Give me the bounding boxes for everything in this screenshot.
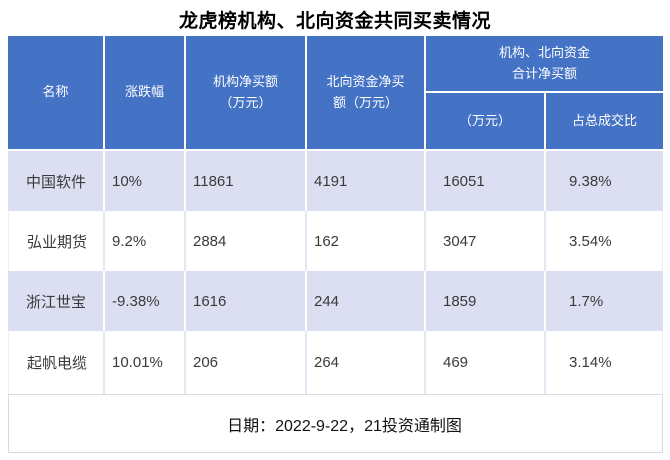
table-header: 名称 涨跌幅 机构净买额 （万元） 北向资金净买 额（万元） 机构、北向资金 合… [8, 36, 664, 151]
cell-combined-ratio: 1.7% [546, 271, 664, 331]
column-header-inst-line2: （万元） [219, 94, 272, 110]
column-header-change: 涨跌幅 [105, 36, 186, 151]
cell-change-pct: 10% [105, 151, 186, 211]
column-header-combined-ratio: 占总成交比 [546, 93, 664, 151]
cell-combined-ratio: 3.54% [546, 211, 664, 271]
column-header-name: 名称 [8, 36, 105, 151]
column-header-inst-net-buy: 机构净买额 （万元） [186, 36, 307, 151]
cell-inst-net-buy: 2884 [186, 211, 307, 271]
column-header-combined-amount: （万元） [426, 93, 546, 151]
cell-north-net-buy: 264 [307, 331, 426, 394]
cell-stock-name: 起帆电缆 [8, 331, 105, 394]
cell-combined-amount: 16051 [426, 151, 546, 211]
cell-change-pct: 10.01% [105, 331, 186, 394]
column-header-inst-line1: 机构净买额 [212, 73, 278, 89]
data-table: 名称 涨跌幅 机构净买额 （万元） 北向资金净买 额（万元） 机构、北向资金 合… [8, 36, 664, 453]
chart-title: 龙虎榜机构、北向资金共同买卖情况 [178, 11, 491, 32]
footer-note: 日期：2022-9-22，21投资通制图 [8, 394, 664, 453]
table-row: 弘业期货 9.2% 2884 162 3047 3.54% [8, 211, 664, 271]
header-row-sub: （万元） 占总成交比 [8, 93, 664, 151]
cell-north-net-buy: 162 [307, 211, 426, 271]
cell-inst-net-buy: 11861 [186, 151, 307, 211]
cell-combined-amount: 469 [426, 331, 546, 394]
table-row: 起帆电缆 10.01% 206 264 469 3.14% [8, 331, 664, 394]
cell-stock-name: 中国软件 [8, 151, 105, 211]
cell-inst-net-buy: 206 [186, 331, 307, 394]
table-row: 中国软件 10% 11861 4191 16051 9.38% [8, 151, 664, 211]
column-header-north-line2: 额（万元） [332, 94, 398, 110]
cell-inst-net-buy: 1616 [186, 271, 307, 331]
cell-combined-ratio: 3.14% [546, 331, 664, 394]
column-header-combined-line1: 机构、北向资金 [499, 44, 591, 60]
cell-change-pct: 9.2% [105, 211, 186, 271]
cell-combined-ratio: 9.38% [546, 151, 664, 211]
table-row: 浙江世宝 -9.38% 1616 244 1859 1.7% [8, 271, 664, 331]
column-header-combined-group: 机构、北向资金 合计净买额 [426, 36, 664, 93]
cell-north-net-buy: 244 [307, 271, 426, 331]
cell-combined-amount: 3047 [426, 211, 546, 271]
cell-combined-amount: 1859 [426, 271, 546, 331]
cell-stock-name: 浙江世宝 [8, 271, 105, 331]
footer-row: 日期：2022-9-22，21投资通制图 [8, 394, 664, 453]
column-header-north-line1: 北向资金净买 [326, 73, 405, 89]
table-body: 中国软件 10% 11861 4191 16051 9.38% 弘业期货 9.2… [8, 151, 664, 453]
cell-stock-name: 弘业期货 [8, 211, 105, 271]
column-header-combined-line2: 合计净买额 [512, 65, 578, 81]
column-header-north-net-buy: 北向资金净买 额（万元） [307, 36, 426, 151]
header-row-top: 名称 涨跌幅 机构净买额 （万元） 北向资金净买 额（万元） 机构、北向资金 合… [8, 36, 664, 151]
cell-north-net-buy: 4191 [307, 151, 426, 211]
cell-change-pct: -9.38% [105, 271, 186, 331]
